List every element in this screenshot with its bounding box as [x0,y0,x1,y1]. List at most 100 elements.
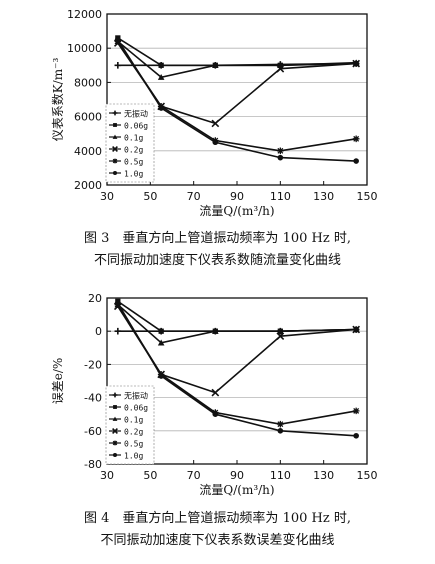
data-point [115,300,121,306]
data-point [157,339,165,346]
x-tick-label: 90 [230,190,244,203]
data-point [212,327,219,334]
y-tick-label: 12000 [67,8,102,21]
legend-label: 0.5g [124,158,143,167]
x-axis-label: 流量Q/(m³/h) [199,204,274,218]
data-point [211,388,220,397]
legend-label: 0.06g [124,404,148,413]
meter-factor-chart: 2000 4000 6000 8000 10000 12000 30 50 70 90 110 130… [50,8,378,218]
series-line [117,303,357,344]
y-tick-label: 6000 [74,111,102,124]
figure-3-caption: 图 3 垂直方向上管道振动频率为 100 Hz 时, 不同振动加速度下仪表系数随… [0,228,435,272]
data-point [115,36,121,43]
data-point [212,62,219,68]
legend-label: 无振动 [124,109,148,119]
x-tick-label: 50 [143,469,157,482]
caption-line-1: 图 3 垂直方向上管道振动频率为 100 Hz 时, [84,231,351,246]
legend-marker [112,146,118,152]
y-tick-label: 8000 [74,76,102,89]
series-2 [115,35,359,68]
legend-box [105,103,155,183]
data-point [157,73,165,80]
x-tick-label: 130 [313,190,334,203]
legend-marker [113,405,117,409]
data-point [212,411,219,418]
data-point [158,62,164,68]
y-axis-label: 误差e/% [51,358,65,405]
legend-marker [112,428,118,434]
legend-marker [112,416,118,421]
data-point [353,432,359,439]
series-6 [115,300,359,439]
data-point [158,328,164,334]
data-point [277,327,284,334]
legend-label: 无振动 [124,391,148,401]
data-point [276,64,285,73]
caption-line-2: 不同振动加速度下仪表系数随流量变化曲线 [93,253,341,268]
series-line [117,40,357,79]
x-tick-label: 150 [357,469,378,482]
y-tick-label: 10000 [67,42,102,55]
legend: 无振动 0.06g 0.1g 0.2g 0.5g 1.0g [105,103,155,183]
series-line [117,305,357,394]
y-tick-label: 4000 [74,145,102,158]
series-6 [115,36,359,164]
y-tick-label: 0 [95,325,102,338]
x-tick-label: 70 [187,469,201,482]
figure-4-caption: 图 4 垂直方向上管道振动频率为 100 Hz 时, 不同振动加速度下仪表系数误… [0,508,435,552]
series-2 [115,298,359,334]
series-line [117,37,357,67]
data-point [158,373,164,379]
data-point [211,119,220,128]
y-tick-label: -80 [84,458,102,471]
caption-line-2: 不同振动加速度下仪表系数误差变化曲线 [100,533,335,548]
legend-marker [112,392,118,398]
y-axis-label: 仪表系数K/m⁻³ [50,58,65,142]
data-point [277,427,284,434]
x-tick-label: 30 [100,190,114,203]
legend-marker [112,170,118,176]
y-tick-label: -60 [84,425,102,438]
legend-label: 0.1g [124,416,143,425]
legend-marker [112,440,118,446]
data-point [352,59,361,68]
data-point [212,139,219,146]
legend-label: 0.5g [124,440,143,449]
legend-label: 1.0g [124,452,143,461]
legend-label: 0.06g [124,122,148,131]
data-point [352,407,360,415]
x-axis-label: 流量Q/(m³/h) [199,483,274,497]
legend-label: 0.2g [124,146,143,155]
data-point [276,332,285,341]
data-point [352,325,361,334]
legend-box [105,385,155,465]
legend-label: 0.1g [124,134,143,143]
legend-marker [113,123,117,127]
error-chart: -80 -60 -40 -20 0 20 30 50 70 90 110 130 150 流量Q/(m³/… [51,292,378,497]
data-point [277,147,284,155]
legend-marker [112,110,118,116]
legend-label: 1.0g [124,170,143,179]
x-tick-label: 130 [313,469,334,482]
legend-marker [112,452,118,458]
y-tick-label: -40 [84,392,102,405]
x-tick-label: 70 [187,190,201,203]
y-tick-label: -20 [84,358,102,371]
legend: 无振动 0.06g 0.1g 0.2g 0.5g 1.0g [105,385,155,465]
legend-label: 0.2g [124,428,143,437]
figure-4: -80 -60 -40 -20 0 20 30 50 70 90 110 130 150 流量Q/(m³/… [0,282,435,564]
legend-marker [112,158,118,164]
data-point [114,62,122,69]
y-tick-label: 2000 [74,179,102,192]
series-4 [113,302,361,397]
x-tick-label: 110 [270,469,291,482]
x-tick-label: 30 [100,469,114,482]
data-point [277,154,284,161]
series-line [117,300,357,333]
figure-3: 2000 4000 6000 8000 10000 12000 30 50 70 90 110 130… [0,8,435,272]
legend-marker [112,134,118,139]
x-tick-label: 110 [270,190,291,203]
caption-line-1: 图 4 垂直方向上管道振动频率为 100 Hz 时, [84,511,351,526]
data-point [114,327,122,335]
y-tick-label: 20 [88,292,102,305]
